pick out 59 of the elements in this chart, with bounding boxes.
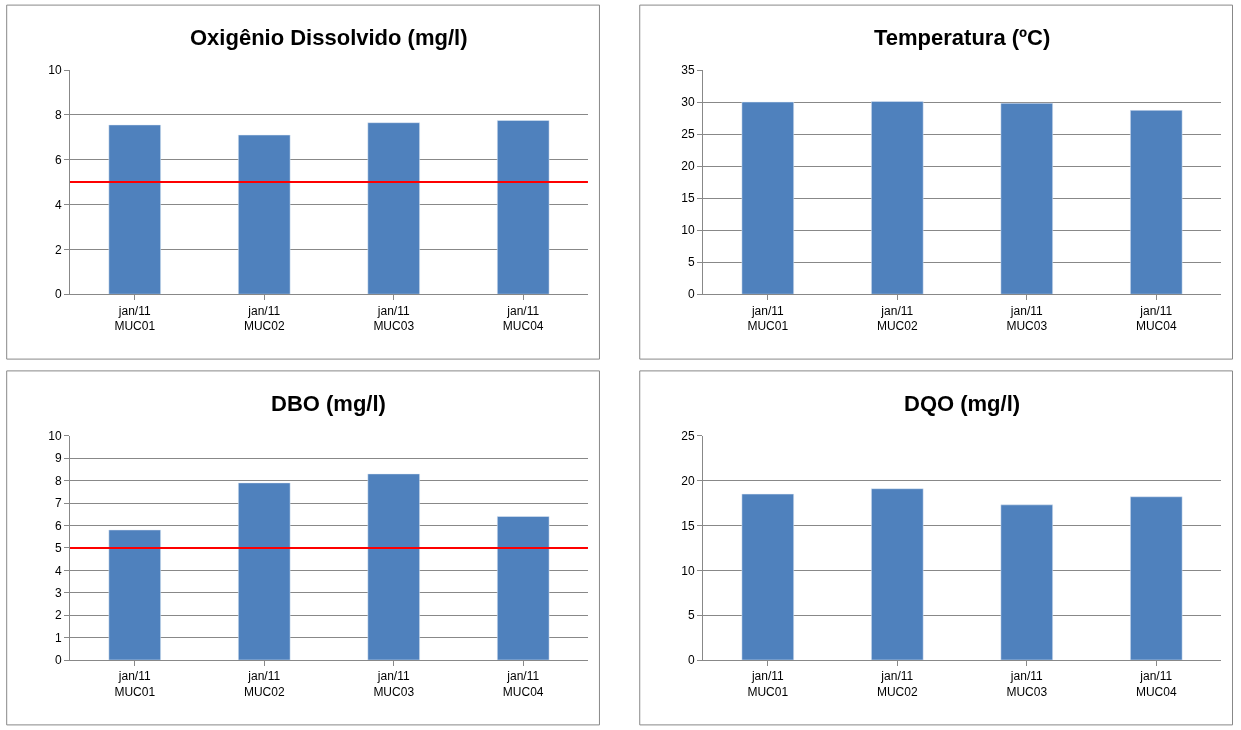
- bar: [367, 473, 420, 660]
- x-tick-label: jan/11 MUC04: [1135, 669, 1177, 699]
- x-tick-label: jan/11 MUC04: [502, 303, 544, 334]
- x-tick-label: jan/11 MUC02: [876, 303, 918, 334]
- y-tick-label: 10: [48, 63, 62, 78]
- x-tick-label: jan/11 MUC02: [243, 669, 285, 699]
- y-tick-label: 8: [54, 473, 62, 488]
- y-tick-label: 5: [687, 255, 695, 270]
- y-tick-label: 20: [681, 159, 695, 174]
- x-tick-label: jan/11 MUC03: [1006, 669, 1048, 699]
- y-tick-label: 2: [54, 608, 62, 623]
- x-tick-label: jan/11 MUC01: [114, 303, 156, 334]
- y-tick-label: 7: [54, 496, 62, 511]
- bar: [1130, 496, 1183, 660]
- x-tick-label: jan/11 MUC01: [747, 669, 789, 699]
- bar: [497, 516, 550, 660]
- chart-title: Oxigênio Dissolvido (mg/l): [190, 25, 468, 50]
- x-tick-label: jan/11 MUC04: [502, 669, 544, 699]
- chart-title: Temperatura (ºC): [874, 25, 1051, 50]
- y-tick-label: 0: [687, 653, 695, 668]
- y-tick-label: 10: [48, 429, 62, 443]
- y-tick-label: 8: [54, 108, 62, 123]
- y-tick-label: 2: [54, 242, 62, 257]
- y-tick-label: 15: [681, 191, 695, 206]
- bar: [238, 482, 291, 660]
- y-tick-label: 5: [687, 608, 695, 623]
- y-tick-label: 25: [681, 429, 695, 443]
- x-tick-label: jan/11 MUC04: [1135, 303, 1177, 334]
- bar: [108, 529, 161, 660]
- y-tick-label: 35: [681, 63, 695, 78]
- chart-title: DQO (mg/l): [904, 391, 1021, 416]
- y-tick-label: 6: [54, 518, 62, 533]
- y-tick-label: 5: [54, 541, 62, 556]
- y-tick-label: 25: [681, 127, 695, 142]
- y-tick-label: 20: [681, 473, 695, 488]
- y-tick-label: 15: [681, 518, 695, 533]
- y-tick-label: 4: [54, 563, 62, 578]
- y-tick-label: 6: [54, 152, 62, 167]
- x-tick-label: jan/11 MUC01: [747, 303, 789, 334]
- y-tick-label: 4: [54, 197, 62, 212]
- x-tick-label: jan/11 MUC03: [373, 303, 415, 334]
- y-tick-label: 3: [54, 585, 62, 600]
- x-tick-label: jan/11 MUC02: [876, 669, 918, 699]
- x-tick-label: jan/11 MUC02: [243, 303, 285, 334]
- y-tick-label: 0: [54, 653, 62, 668]
- y-tick-label: 9: [54, 451, 62, 466]
- x-tick-label: jan/11 MUC03: [373, 669, 415, 699]
- y-tick-label: 10: [681, 563, 695, 578]
- bar: [741, 493, 794, 660]
- bar: [1000, 504, 1053, 660]
- y-tick-label: 0: [687, 287, 695, 302]
- y-tick-label: 30: [681, 95, 695, 110]
- chart-title: DBO (mg/l): [271, 391, 386, 416]
- bar: [871, 488, 924, 660]
- y-tick-label: 0: [54, 287, 62, 302]
- x-tick-label: jan/11 MUC03: [1006, 303, 1048, 334]
- x-tick-label: jan/11 MUC01: [114, 669, 156, 699]
- y-tick-label: 1: [54, 630, 62, 645]
- y-tick-label: 10: [681, 223, 695, 238]
